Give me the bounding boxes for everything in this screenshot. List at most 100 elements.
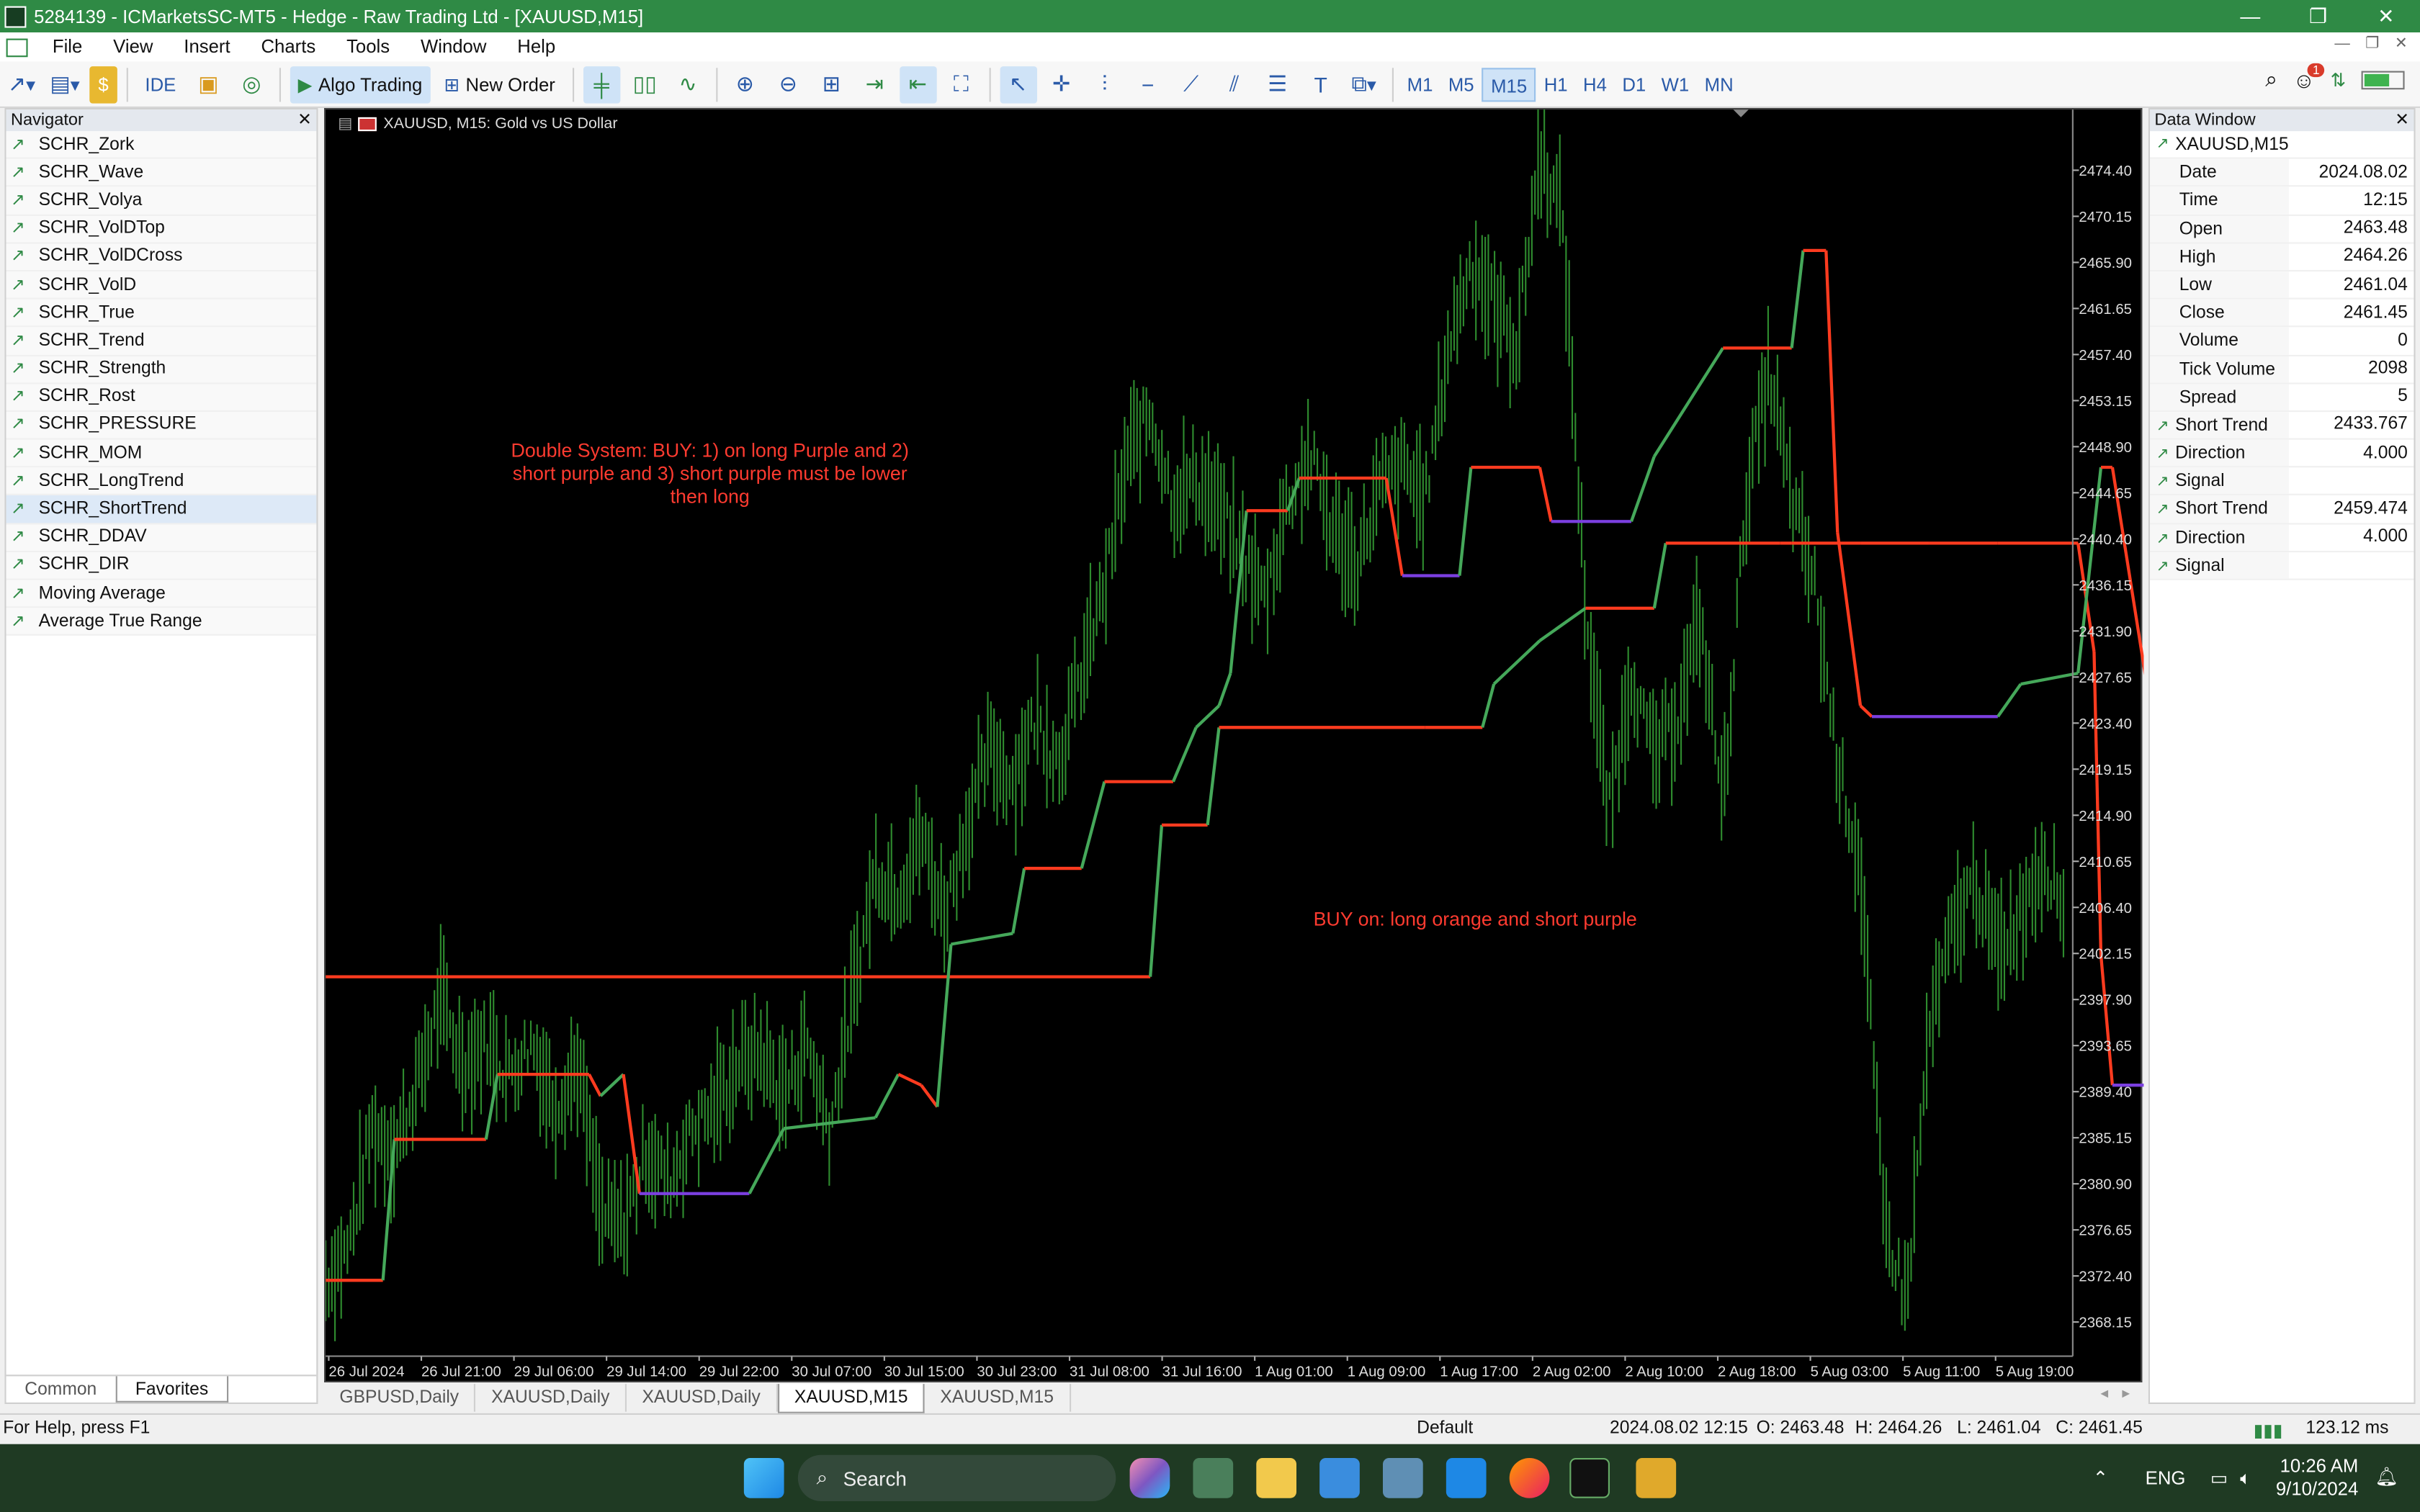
network-app-icon[interactable]: [1383, 1457, 1423, 1498]
navigator-item[interactable]: ↗ SCHR_PRESSURE: [6, 411, 317, 440]
menu-charts[interactable]: Charts: [261, 35, 316, 58]
timeframe-m1[interactable]: M1: [1407, 73, 1433, 95]
annotation-buy-on[interactable]: BUY on: long orange and short purple: [1313, 909, 1637, 931]
tab-favorites[interactable]: Favorites: [115, 1376, 229, 1403]
navigator-item[interactable]: ↗ SCHR_MOM: [6, 439, 317, 468]
line-chart-icon[interactable]: ∿: [678, 71, 697, 96]
vertical-line-icon[interactable]: ⫶: [1101, 71, 1108, 96]
vscode-icon[interactable]: [1446, 1457, 1487, 1498]
navigator-item[interactable]: ↗ SCHR_Wave: [6, 159, 317, 188]
maximize-button[interactable]: ❐: [2309, 4, 2328, 28]
metatrader5-icon[interactable]: [1636, 1457, 1677, 1498]
menu-insert[interactable]: Insert: [184, 35, 230, 58]
mdi-system-icon[interactable]: [6, 37, 28, 57]
tab-common[interactable]: Common: [24, 1380, 97, 1400]
zoom-in-icon[interactable]: ⊕: [735, 71, 754, 96]
menu-help[interactable]: Help: [517, 35, 556, 58]
navigator-item[interactable]: ↗ SCHR_VolD: [6, 271, 317, 300]
navigator-item[interactable]: ↗ SCHR_Zork: [6, 131, 317, 160]
price-chart[interactable]: 2474.40 2470.15 2465.90 2461.65 2457.40 2453.…: [326, 109, 2144, 1384]
menu-window[interactable]: Window: [420, 35, 487, 58]
store-icon[interactable]: [1319, 1457, 1360, 1498]
tabs-scroll-left-icon[interactable]: ◂: [2100, 1385, 2109, 1403]
chart-tab[interactable]: GBPUSD,Daily: [324, 1384, 476, 1412]
candlestick-icon[interactable]: ▯▯: [632, 71, 657, 96]
new-chart-icon[interactable]: ↗ ▾: [7, 71, 36, 96]
navigator-item[interactable]: ↗ SCHR_VolDTop: [6, 215, 317, 244]
profiles-icon[interactable]: ▤ ▾: [50, 71, 80, 96]
chart-tab[interactable]: XAUUSD,Daily: [627, 1384, 778, 1412]
chart-shift-icon[interactable]: ⇤: [899, 66, 937, 103]
tile-windows-icon[interactable]: ⊞: [822, 71, 841, 96]
minimize-button[interactable]: —: [2240, 4, 2261, 28]
navigator-item[interactable]: ↗ SCHR_VolDCross: [6, 243, 317, 272]
menu-view[interactable]: View: [113, 35, 153, 58]
navigator-item[interactable]: ↗ SCHR_True: [6, 299, 317, 328]
copilot-icon[interactable]: [1129, 1457, 1170, 1498]
menu-tools[interactable]: Tools: [346, 35, 390, 58]
timeframe-m5[interactable]: M5: [1448, 73, 1474, 95]
fibonacci-icon[interactable]: ☰: [1268, 71, 1288, 96]
menu-file[interactable]: File: [52, 35, 83, 58]
market-icon[interactable]: $: [89, 66, 117, 103]
chart-tab-active[interactable]: XAUUSD,M15: [777, 1383, 926, 1413]
clock[interactable]: 10:26 AM 9/10/2024: [2275, 1454, 2359, 1500]
mdi-minimize-icon[interactable]: —: [2334, 35, 2350, 53]
bell-icon[interactable]: 🔔︎: [2375, 1465, 2398, 1488]
annotation-double-system[interactable]: Double System: BUY: 1) on long Purple an…: [511, 439, 909, 508]
navigator-item[interactable]: ↗ SCHR_Volya: [6, 187, 317, 216]
navigator-item[interactable]: ↗ SCHR_ShortTrend: [6, 495, 317, 524]
notification-icon[interactable]: ☺ 1: [2293, 62, 2325, 91]
navigator-item[interactable]: ↗ SCHR_DDAV: [6, 523, 317, 552]
ide-button[interactable]: IDE: [145, 73, 176, 95]
navigator-item[interactable]: ↗ Moving Average: [6, 580, 317, 608]
navigator-item[interactable]: ↗ SCHR_DIR: [6, 552, 317, 580]
volume-icon[interactable]: 🔈︎: [2240, 1466, 2251, 1488]
timeframe-w1[interactable]: W1: [1661, 73, 1690, 95]
globe-icon[interactable]: ◎: [242, 71, 261, 96]
timeframe-mn[interactable]: MN: [1704, 73, 1734, 95]
chart-tab[interactable]: XAUUSD,Daily: [476, 1384, 627, 1412]
close-icon[interactable]: ✕: [297, 111, 312, 130]
navigator-item[interactable]: ↗ Average True Range: [6, 608, 317, 636]
text-icon[interactable]: T: [1314, 71, 1327, 96]
new-order-button[interactable]: ⊞ New Order: [444, 73, 555, 95]
mdi-restore-icon[interactable]: ❐: [2365, 35, 2380, 53]
chart-area[interactable]: 2474.40 2470.15 2465.90 2461.65 2457.40 2453.…: [324, 108, 2144, 1384]
navigator-item[interactable]: ↗ SCHR_Strength: [6, 355, 317, 384]
mdi-close-icon[interactable]: ✕: [2394, 35, 2408, 53]
shapes-icon[interactable]: ⧉ ▾: [1351, 71, 1376, 96]
navigator-item[interactable]: ↗ SCHR_LongTrend: [6, 467, 317, 496]
windows-start-icon[interactable]: [743, 1457, 784, 1498]
bar-chart-icon[interactable]: ╪: [583, 66, 620, 103]
autoscroll-icon[interactable]: ⇥: [865, 71, 884, 96]
zoom-out-icon[interactable]: ⊖: [779, 71, 797, 96]
tabs-scroll-right-icon[interactable]: ▸: [2122, 1385, 2130, 1403]
navigator-item[interactable]: ↗ SCHR_Rost: [6, 383, 317, 412]
metatrader-icon[interactable]: [1569, 1457, 1610, 1498]
chart-tab[interactable]: XAUUSD,M15: [925, 1384, 1071, 1412]
search-icon[interactable]: ⌕: [2265, 66, 2278, 91]
photos-icon[interactable]: [1193, 1457, 1234, 1498]
navigator-item[interactable]: ↗ SCHR_Trend: [6, 327, 317, 356]
close-icon[interactable]: ✕: [2395, 111, 2409, 130]
close-button[interactable]: ✕: [2378, 4, 2395, 28]
algo-trading-button[interactable]: ▶ Algo Trading: [290, 66, 431, 103]
firefox-icon[interactable]: [1509, 1457, 1550, 1498]
language-indicator[interactable]: ENG: [2145, 1467, 2186, 1489]
timeframe-d1[interactable]: D1: [1622, 73, 1646, 95]
timeframe-h1[interactable]: H1: [1543, 73, 1568, 95]
tray-chevron-icon[interactable]: ⌃: [2092, 1467, 2109, 1489]
timeframe-m15[interactable]: M15: [1482, 67, 1537, 102]
screenshot-icon[interactable]: ⛶: [953, 71, 969, 96]
channel-icon[interactable]: ⫽: [1229, 71, 1240, 96]
network-icon[interactable]: ▭: [2210, 1467, 2228, 1489]
horizontal-line-icon[interactable]: −: [1141, 71, 1155, 96]
file-explorer-icon[interactable]: [1256, 1457, 1296, 1498]
timeframe-h4[interactable]: H4: [1583, 73, 1607, 95]
taskbar-search[interactable]: ⌕ Search: [797, 1454, 1116, 1501]
chart-menu-icon[interactable]: ▤: [338, 115, 353, 133]
crosshair-icon[interactable]: ✛: [1052, 71, 1071, 96]
cursor-icon[interactable]: ↖: [999, 66, 1037, 103]
trendline-icon[interactable]: ⟋: [1183, 71, 1199, 96]
